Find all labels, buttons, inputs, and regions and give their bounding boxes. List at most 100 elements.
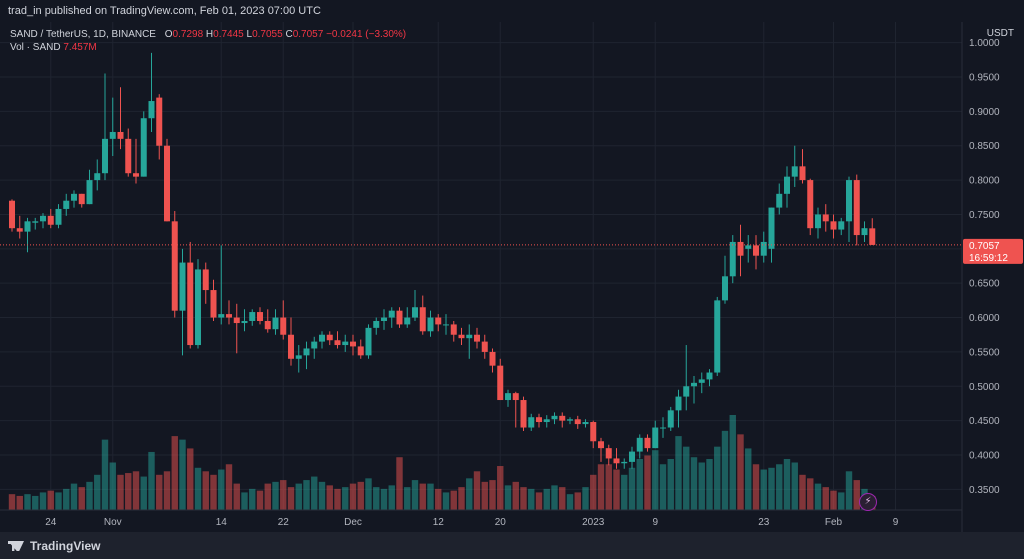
candle [171, 211, 178, 318]
volume-bar [737, 434, 744, 510]
volume-bar [132, 471, 140, 510]
time-tick-label: Nov [104, 517, 122, 528]
candle [644, 434, 651, 452]
symbol-label[interactable]: SAND / TetherUS, 1D, BINANCE [10, 29, 156, 40]
candle [55, 204, 62, 229]
candle-body [264, 320, 271, 330]
candle [218, 245, 225, 325]
candle-body [303, 348, 310, 356]
volume-bar [388, 485, 395, 510]
candle [24, 217, 31, 253]
time-tick-label: 24 [45, 517, 57, 528]
candle-body [187, 262, 194, 346]
volume-bar [683, 446, 690, 510]
candle-body [729, 241, 736, 277]
candle-body [853, 180, 860, 236]
volume-bar [605, 464, 612, 510]
candle-body [47, 215, 54, 225]
volume-bar [109, 462, 116, 510]
candle [156, 94, 163, 160]
volume-bar [783, 458, 791, 510]
candle-body [117, 131, 124, 139]
volume-bar [32, 495, 39, 510]
candle [706, 369, 713, 387]
volume-bar [194, 467, 202, 510]
volume-bar [512, 481, 519, 510]
candle [412, 290, 418, 321]
candle-body [481, 341, 488, 352]
volume-bar [714, 446, 721, 510]
volume-bar [814, 483, 822, 510]
volume-bar [78, 487, 85, 510]
candle-body [280, 317, 287, 335]
volume-bar [272, 481, 279, 510]
volume-bar [442, 492, 450, 510]
candle [551, 412, 558, 425]
volume-bar [566, 494, 574, 510]
candle-body [745, 245, 752, 249]
candle-body [435, 317, 442, 325]
candle [404, 307, 411, 328]
candle-body [629, 451, 635, 462]
candle-body [24, 221, 31, 232]
candle [164, 138, 170, 222]
candle-body [272, 317, 279, 330]
candle-body [505, 393, 511, 401]
candle [272, 309, 279, 335]
chart-area[interactable]: 1.0000 0.9500 0.9000 0.8500 0.8000 0.7500 0.70… [0, 22, 1024, 532]
volume-bar [776, 464, 783, 510]
volume-bar [295, 483, 302, 510]
volume-bar [218, 469, 225, 510]
volume-value: 7.457M [63, 42, 97, 53]
volume-bar [334, 488, 341, 510]
lightning-icon[interactable]: ⚡ [859, 493, 877, 511]
candle-body [590, 422, 597, 442]
volume-bar [63, 488, 70, 510]
volume-bars [8, 415, 876, 510]
volume-bar [489, 480, 496, 510]
currency-label: USDT [986, 28, 1014, 39]
candle [505, 389, 511, 407]
candle [373, 317, 380, 335]
candle-body [319, 334, 325, 342]
candle-body [675, 396, 682, 411]
candle-body [357, 346, 364, 356]
candle-body [605, 448, 612, 459]
volume-bar [249, 488, 256, 510]
candle [830, 214, 837, 239]
candle-body [838, 221, 845, 230]
volume-bar [458, 487, 465, 510]
candle [443, 314, 449, 335]
candle [109, 97, 116, 157]
price-tick-label: 0.5500 [969, 347, 1000, 358]
volume-bar [187, 448, 194, 510]
candle [140, 111, 147, 177]
time-tick-label: 12 [433, 517, 445, 528]
candle-body [528, 417, 535, 428]
candle-body [753, 245, 759, 256]
candle [450, 320, 457, 342]
candle-body [714, 300, 721, 373]
candle-body [156, 97, 163, 146]
candle-body [350, 341, 356, 347]
candle [791, 145, 798, 187]
candle-body [443, 324, 449, 326]
volume-bar [473, 471, 481, 510]
candlestick-chart[interactable]: 1.0000 0.9500 0.9000 0.8500 0.8000 0.7500 0.70… [0, 22, 1024, 532]
volume-label[interactable]: Vol · SAND [10, 42, 61, 53]
volume-bar [202, 471, 209, 510]
candle [303, 341, 310, 370]
candle [629, 446, 635, 469]
candle [396, 307, 403, 328]
candle [714, 296, 721, 376]
candle-body [288, 334, 294, 359]
volume-bar [667, 458, 674, 510]
candle-body [210, 290, 217, 318]
candle [590, 420, 597, 449]
candle [458, 327, 465, 346]
volume-bar [698, 462, 705, 510]
tradingview-logo[interactable]: TradingView [8, 539, 100, 553]
candle-body [133, 173, 139, 177]
volume-bar [163, 471, 171, 510]
candle-body [458, 334, 465, 339]
